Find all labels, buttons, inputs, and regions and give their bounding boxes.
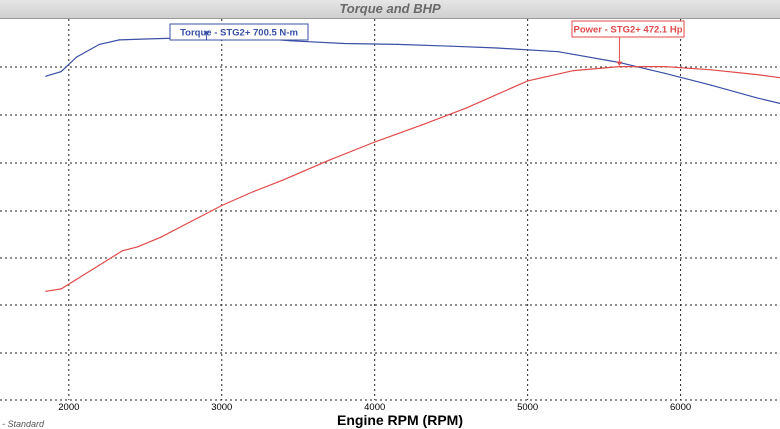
data-point <box>137 246 139 248</box>
data-point <box>282 179 284 181</box>
data-point <box>75 278 78 280</box>
x-tick-label: 6000 <box>670 402 691 413</box>
x-tick-label: 2000 <box>58 402 79 413</box>
data-point <box>221 204 223 207</box>
data-point <box>60 71 62 73</box>
annotation-label: Power - STG2+ 472.1 Hp <box>573 25 682 36</box>
data-point <box>118 39 120 41</box>
annotation-box <box>169 23 309 41</box>
data-point <box>756 97 758 99</box>
grid-lines <box>0 19 780 401</box>
data-point <box>45 75 47 77</box>
data-point <box>572 69 575 72</box>
data-point <box>618 66 621 68</box>
data-point <box>374 141 376 143</box>
series-group <box>45 35 780 292</box>
x-tick-label: 3000 <box>211 402 232 413</box>
data-point <box>75 56 78 58</box>
annotation-arrow <box>616 61 623 66</box>
data-point <box>121 250 123 252</box>
x-tick-label: 4000 <box>364 402 385 413</box>
annotation-arrow <box>203 31 210 36</box>
data-point <box>45 290 47 292</box>
data-point <box>710 84 712 86</box>
x-axis-title: Engine RPM (RPM) <box>337 412 463 428</box>
data-point <box>60 288 62 290</box>
data-point <box>98 264 101 266</box>
data-point <box>343 42 345 45</box>
x-tick-label: 5000 <box>517 402 538 413</box>
annotation-label: Torque - STG2+ 700.5 N-m <box>180 28 298 39</box>
data-point <box>190 220 192 223</box>
data-point <box>159 236 162 238</box>
footer-label: - Standard <box>2 419 45 429</box>
data-point <box>710 69 712 71</box>
data-point <box>527 80 529 82</box>
data-point <box>419 124 422 126</box>
annotation-box <box>571 20 685 38</box>
data-point <box>98 43 101 46</box>
series-line-torque <box>45 35 780 104</box>
x-tick-labels: 2000 3000 4000 5000 6000 <box>58 402 691 413</box>
series-line-power <box>45 65 780 292</box>
data-point <box>397 43 399 46</box>
data-point <box>450 45 452 47</box>
annotation-group: Torque - STG2+ 700.5 N-m Power - STG2+ 47… <box>169 20 685 66</box>
data-point <box>328 159 330 161</box>
data-point <box>664 72 666 75</box>
data-point <box>251 191 253 193</box>
data-point <box>465 107 468 109</box>
data-point <box>496 47 498 49</box>
chart-title-bar: Torque and BHP <box>0 0 780 19</box>
data-point <box>557 51 559 53</box>
data-point <box>664 66 666 68</box>
data-point <box>144 38 146 40</box>
data-point <box>756 73 758 76</box>
chart-title: Torque and BHP <box>339 1 441 16</box>
